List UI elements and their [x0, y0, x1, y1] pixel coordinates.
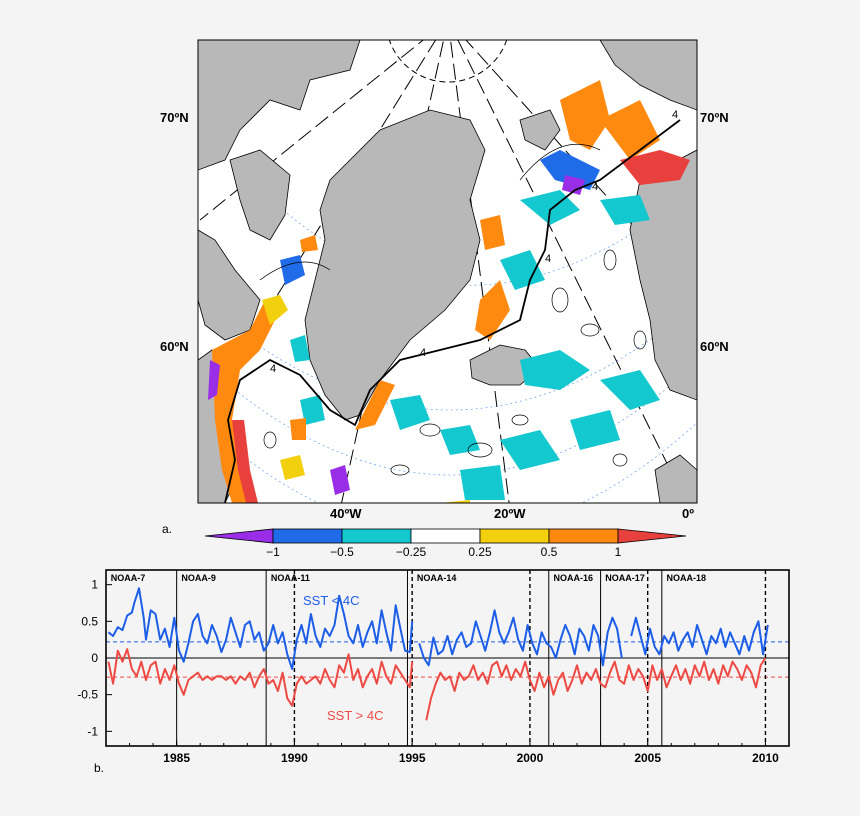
arctic-islands: [198, 40, 361, 171]
lon-label-20w: 20ºW: [494, 506, 526, 521]
colorbar-tick-label: −0.5: [330, 545, 354, 559]
timeseries-panel: NOAA-7 NOAA-9 NOAA-11 NOAA-14 NOAA-16 NOAA-17…: [77, 569, 790, 765]
colorbar-tick-label: 0.25: [468, 545, 492, 559]
map-contents: 4 4 4 4 4: [198, 40, 697, 503]
contour-label: 4: [545, 253, 551, 265]
x-tick-label: 1990: [281, 751, 308, 765]
panel-b-label: b.: [94, 761, 104, 775]
baffin-north: [229, 149, 291, 241]
colorbar-segment: [410, 528, 481, 544]
colorbar-arrow-low: [204, 528, 274, 544]
satellite-label: NOAA-14: [417, 573, 457, 583]
colorbar-segment: [548, 528, 619, 544]
x-tick-label: 1985: [163, 751, 190, 765]
contour-label: 4: [592, 181, 598, 193]
satellite-label: NOAA-18: [667, 573, 707, 583]
satellite-label: NOAA-9: [181, 573, 216, 583]
x-tick-label: 2000: [517, 751, 544, 765]
colorbar-segment: [479, 528, 550, 544]
contour-label: 4: [270, 363, 276, 375]
british-isles: [654, 454, 697, 503]
lat-label-70-left: 70ºN: [160, 110, 189, 125]
satellite-label: NOAA-11: [271, 573, 310, 583]
colorbar-tick-label: −1: [266, 545, 280, 559]
satellite-label: NOAA-16: [553, 573, 593, 583]
lon-label-0: 0º: [682, 506, 694, 521]
lat-label-70-right: 70ºN: [700, 110, 729, 125]
contour-labels: 4 4 4 4 4: [270, 109, 678, 375]
contour-4c: [224, 119, 681, 503]
lon-label-40w: 40ºW: [330, 506, 362, 521]
annotation-cold: SST < 4C: [303, 593, 359, 608]
satellite-label: NOAA-17: [605, 573, 645, 583]
colorbar-segment: [272, 528, 343, 544]
latitude-grid: [199, 179, 697, 503]
contour-label: 4: [420, 347, 426, 359]
colorbar-segment: [341, 528, 412, 544]
contour-label: 4: [672, 109, 678, 121]
colorbar: −1 −0.5 −0.25 0.25 0.5 1: [204, 528, 687, 559]
greenland: [304, 109, 486, 421]
svalbard: [519, 109, 561, 151]
annotation-warm: SST > 4C: [327, 708, 383, 723]
map-panel: 4 4 4 4 4 70ºN 70ºN 60ºN 60ºN 40ºW 20ºW …: [160, 39, 729, 536]
panel-a-label: a.: [162, 522, 172, 536]
thin-contours: [259, 143, 647, 476]
polar-circle: [388, 40, 508, 83]
x-tick-label: 2010: [752, 751, 779, 765]
novaya-zemlya: [599, 40, 697, 111]
y-tick-label: 1: [91, 578, 98, 592]
series-line-cold: [107, 587, 414, 670]
map-frame: [197, 39, 698, 504]
y-tick-label: 0: [91, 651, 98, 665]
map-axis-labels: 70ºN 70ºN 60ºN 60ºN 40ºW 20ºW 0º: [160, 110, 729, 521]
series-line-warm: [425, 657, 767, 721]
y-tick-label: -0.5: [77, 688, 98, 702]
colorbar-tick-label: 0.5: [541, 545, 558, 559]
series-line-warm: [107, 648, 414, 707]
series-line-cold: [630, 616, 769, 656]
x-tick-label: 1995: [399, 751, 426, 765]
lat-label-60-right: 60ºN: [700, 339, 729, 354]
x-tick-label: 2005: [634, 751, 661, 765]
lat-label-60-left: 60ºN: [160, 339, 189, 354]
y-tick-label: -1: [87, 724, 98, 738]
colorbar-tick-label: 1: [615, 545, 622, 559]
satellite-label: NOAA-7: [111, 573, 146, 583]
y-tick-label: 0.5: [81, 614, 98, 628]
colorbar-arrow-high: [617, 528, 687, 544]
series-line-cold: [418, 609, 623, 667]
colorbar-tick-label: −0.25: [396, 545, 427, 559]
